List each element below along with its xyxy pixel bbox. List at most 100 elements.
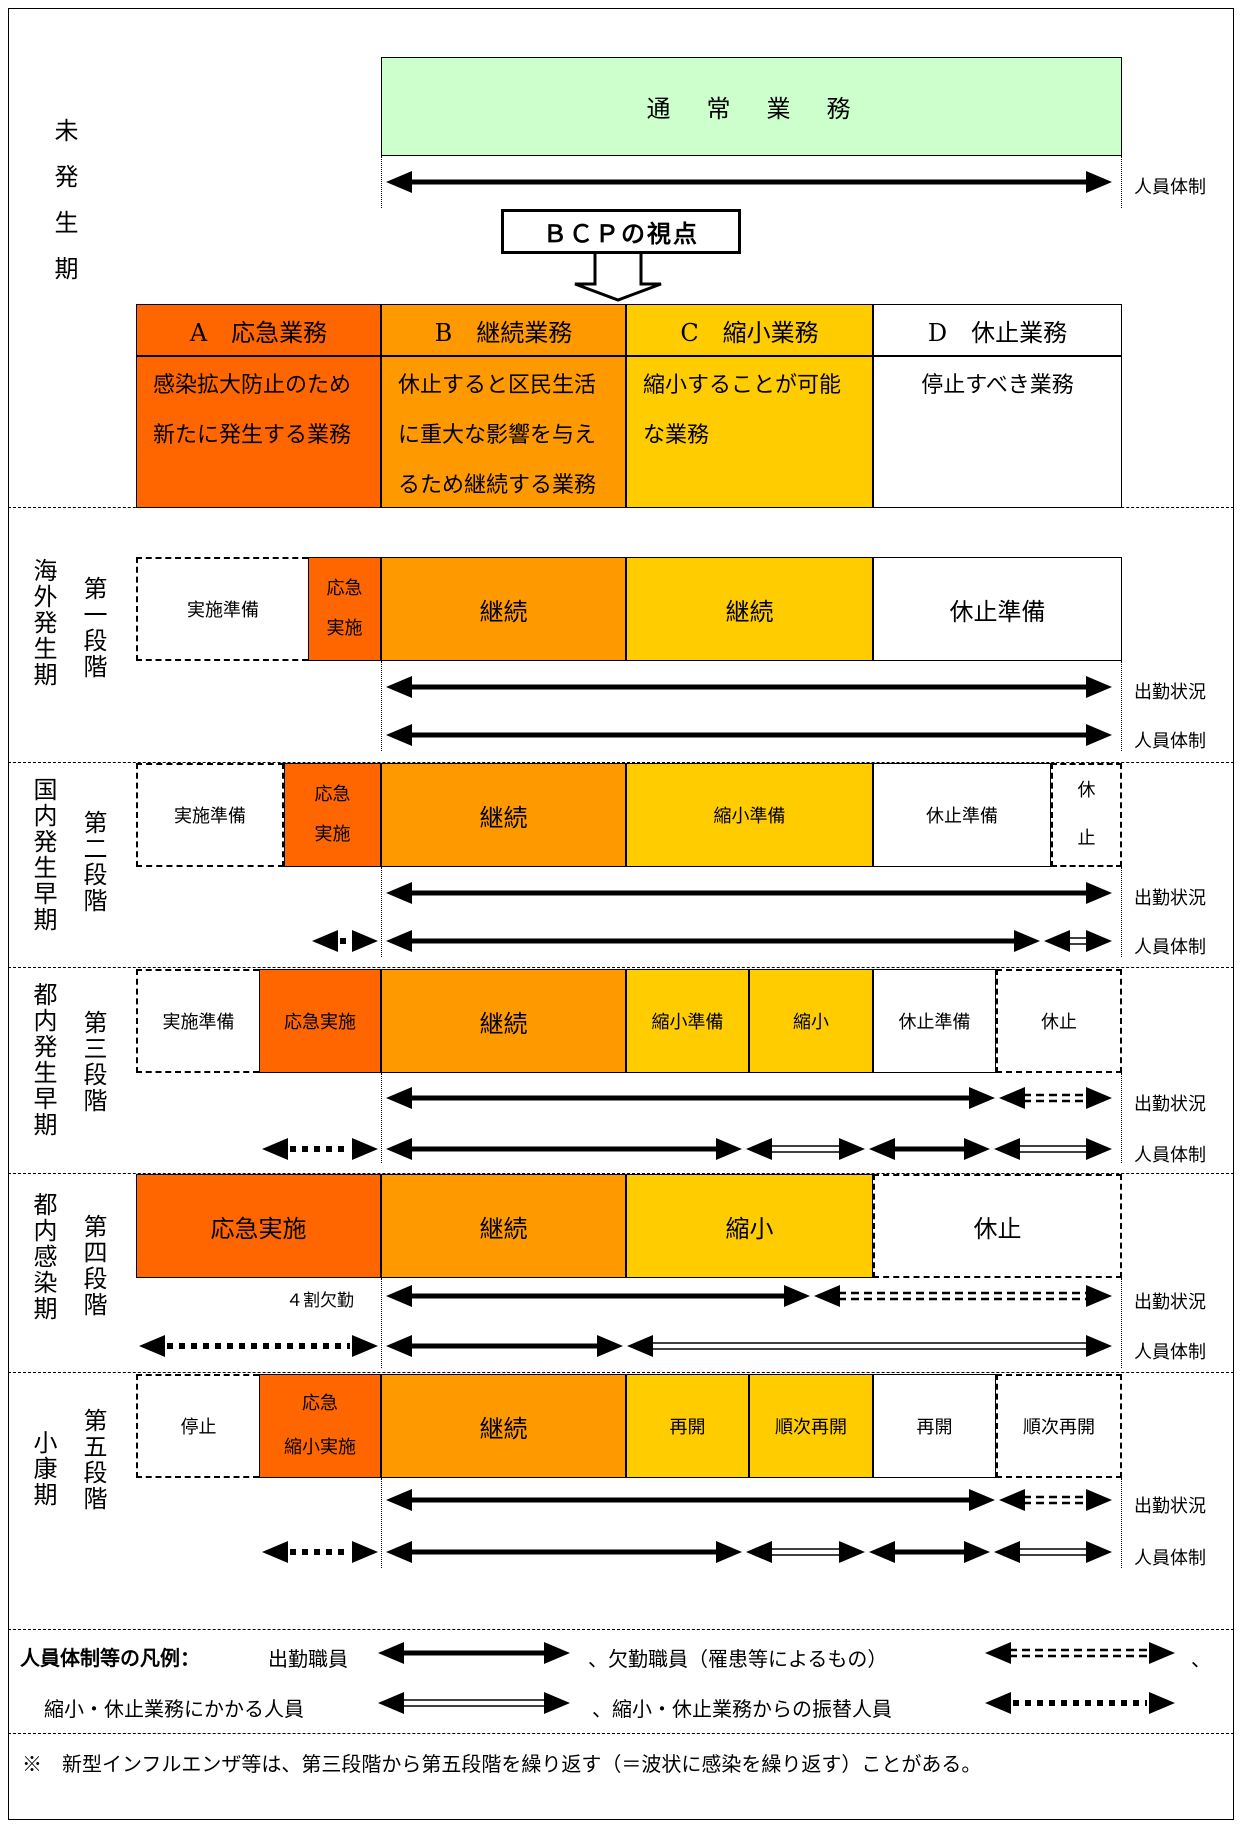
normal-operations-box: 通 常 業 務 (381, 57, 1122, 156)
category-b-desc: 休止すると区民生活 に重大な影響を与え るため継続する業務 (381, 356, 626, 508)
guide-line (1121, 1478, 1122, 1568)
bcp-down-arrow (574, 254, 662, 302)
category-a-desc: 感染拡大防止のため 新たに発生する業務 (136, 356, 381, 508)
stage4-continue: 継続 (381, 1174, 626, 1278)
stage5-stage: 第五段階 (79, 1408, 107, 1512)
diagram-frame (8, 8, 1234, 1820)
desc-line: 新たに発生する業務 (153, 423, 352, 448)
legend-reduced-arrow (378, 1692, 570, 1714)
staffing-arrow-s2 (386, 930, 1040, 952)
legend-transfer: 、縮小・休止業務からの振替人員 (592, 1697, 892, 1721)
separator (8, 1629, 1234, 1630)
reduced-arrow-s5a (746, 1541, 865, 1563)
desc-line: 感染拡大防止のため (153, 373, 352, 398)
legend-absent-end: 、 (1191, 1647, 1211, 1671)
attendance-label: 出勤状況 (1134, 682, 1206, 703)
stage5-resume-d: 再開 (873, 1374, 996, 1478)
reduced-arrow-s3b (994, 1138, 1112, 1160)
desc-line: るため継続する業務 (398, 473, 597, 498)
stage5-phased-resume-d: 順次再開 (996, 1374, 1122, 1478)
stage3-reduce: 縮小 (749, 969, 873, 1073)
attendance-label: 出勤状況 (1134, 888, 1206, 909)
cell-text: 実施準備 (187, 600, 259, 621)
stage3-continue: 継続 (381, 969, 626, 1073)
stage1-suspend-prep: 休止準備 (873, 557, 1122, 661)
attendance-arrow-s3 (386, 1087, 995, 1109)
staffing-arrow-s4 (386, 1335, 623, 1357)
guide-line (381, 156, 382, 208)
cell-text: 休止準備 (898, 1012, 971, 1033)
stage2-impl-prep: 実施準備 (136, 763, 284, 867)
cell-text: 実施準備 (174, 806, 246, 827)
stage3-suspend: 休止 (996, 969, 1122, 1073)
cell-text: 実施準備 (162, 1012, 235, 1033)
bcp-viewpoint-box: ＢＣＰの視点 (501, 209, 741, 254)
reduced-arrow-s2 (1044, 930, 1112, 952)
desc-line: 休止すると区民生活 (398, 373, 597, 398)
stage2-continue: 継続 (381, 763, 626, 867)
staffing-label: 人員体制 (1134, 1145, 1206, 1166)
stage5-period: 小康期 (29, 1430, 57, 1508)
staffing-arrow-s1 (386, 724, 1112, 746)
stage2-suspend: 休止 (1051, 763, 1122, 867)
cell-text: 実施 (326, 618, 363, 639)
separator (8, 507, 1234, 508)
cell-text: 応急実施 (210, 1214, 307, 1243)
guide-line (1121, 1278, 1122, 1368)
category-a-head: A 応急業務 (136, 304, 381, 356)
transfer-arrow-s4 (139, 1335, 378, 1357)
guide-line (1121, 1073, 1122, 1163)
guide-line (381, 1073, 382, 1163)
staffing-arrow-s3b (869, 1138, 990, 1160)
staffing-arrow-s5a (386, 1541, 742, 1563)
desc-line: に重大な影響を与え (398, 423, 597, 448)
cell-text: 再開 (669, 1417, 706, 1438)
stage5-phased-resume-c: 順次再開 (749, 1374, 873, 1478)
absent-arrow-s3 (999, 1087, 1112, 1109)
stage4-period: 都内感染期 (29, 1192, 57, 1322)
transfer-arrow-s2 (312, 930, 378, 952)
attendance-arrow-s2 (386, 882, 1112, 904)
staffing-label: 人員体制 (1134, 731, 1206, 752)
separator (8, 1733, 1234, 1734)
category-d-desc: 停止すべき業務 (873, 356, 1122, 508)
stage3-emergency: 応急実施 (259, 969, 381, 1073)
cell-text: 継続 (479, 803, 528, 832)
stage5-stop: 停止 (136, 1374, 259, 1478)
cell-text: 縮小準備 (713, 806, 786, 827)
absent-arrow-s4 (814, 1285, 1112, 1307)
stage4-emergency: 応急実施 (136, 1174, 381, 1278)
category-c-head: C 縮小業務 (626, 304, 873, 356)
transfer-arrow-s5 (262, 1541, 378, 1563)
separator (8, 762, 1234, 763)
legend-transfer-arrow (985, 1692, 1175, 1714)
legend-attending: 出勤職員 (268, 1647, 348, 1671)
stage2-period: 国内発生早期 (29, 777, 57, 933)
footnote: ※ 新型インフルエンザ等は、第三段階から第五段階を繰り返す（＝波状に感染を繰り返… (22, 1752, 982, 1776)
cell-text: 縮小実施 (284, 1437, 356, 1458)
guide-line (381, 661, 382, 751)
cell-text: 縮小準備 (651, 1012, 724, 1033)
stage5-resume-c: 再開 (626, 1374, 749, 1478)
cell-text: 応急 (326, 578, 363, 599)
cell-text: 応急実施 (284, 1012, 356, 1033)
guide-line (1121, 867, 1122, 957)
stage2-suspend-prep: 休止準備 (873, 763, 1051, 867)
category-b-head: B 継続業務 (381, 304, 626, 356)
staffing-arrow-s3a (386, 1138, 742, 1160)
category-c-desc: 縮小することが可能 な業務 (626, 356, 873, 508)
transfer-arrow-s3 (262, 1138, 378, 1160)
staffing-label: 人員体制 (1134, 937, 1206, 958)
cell-text: 休止 (1041, 1012, 1077, 1033)
cell-text: 休止 (973, 1214, 1022, 1243)
stage4-suspend: 休止 (873, 1174, 1122, 1278)
cell-text: 継続 (479, 1009, 528, 1038)
stage5-emergency-reduced: 応急 縮小実施 (259, 1374, 381, 1478)
cell-text: 再開 (916, 1417, 953, 1438)
guide-line (381, 867, 382, 957)
stage4-absence-note: ４割欠勤 (286, 1291, 354, 1311)
cell-text: 休止準備 (926, 806, 998, 827)
legend-attending-arrow (378, 1642, 570, 1664)
attendance-arrow-s5 (386, 1489, 995, 1511)
